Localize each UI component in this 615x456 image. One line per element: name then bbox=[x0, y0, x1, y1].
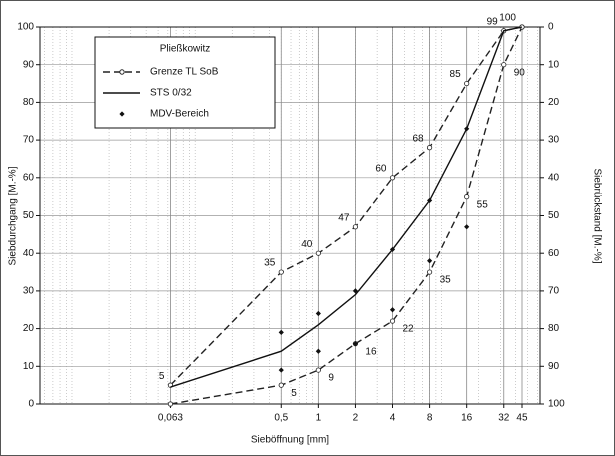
data-label: 5 bbox=[291, 388, 297, 399]
y-tick-label: 80 bbox=[23, 97, 35, 108]
y2-tick-label: 50 bbox=[548, 210, 560, 221]
data-label: 22 bbox=[403, 324, 415, 335]
y-tick-label: 0 bbox=[28, 399, 34, 410]
limit-point bbox=[315, 250, 321, 256]
y2-tick-label: 90 bbox=[548, 361, 560, 372]
mdv-point bbox=[278, 367, 284, 373]
y-tick-label: 100 bbox=[17, 22, 34, 33]
limit-point bbox=[278, 382, 284, 388]
mdv-point bbox=[464, 126, 470, 132]
data-label: 55 bbox=[477, 199, 489, 210]
y2-tick-label: 10 bbox=[548, 59, 560, 70]
data-label: 60 bbox=[375, 163, 387, 174]
limit-point bbox=[389, 318, 396, 324]
y2-tick-label: 80 bbox=[548, 323, 560, 334]
data-label: 40 bbox=[301, 239, 313, 250]
y2-tick-label: 60 bbox=[548, 248, 560, 259]
y-tick-label: 90 bbox=[23, 59, 35, 70]
legend-label: Grenze TL SoB bbox=[150, 67, 219, 78]
y2-tick-label: 30 bbox=[548, 135, 560, 146]
y-tick-label: 10 bbox=[23, 361, 35, 372]
data-label: 99 bbox=[487, 16, 499, 27]
data-label: 85 bbox=[450, 69, 462, 80]
mdv-point bbox=[278, 329, 284, 335]
mdv-point bbox=[352, 288, 359, 294]
limit-point bbox=[278, 269, 284, 275]
data-label: 90 bbox=[514, 67, 526, 78]
mdv-point bbox=[352, 341, 359, 347]
x-tick-label: 0,5 bbox=[274, 413, 288, 424]
y2-tick-label: 0 bbox=[548, 22, 554, 33]
y2-tick-label: 70 bbox=[548, 286, 560, 297]
x-tick-label: 32 bbox=[498, 413, 510, 424]
data-label: 9 bbox=[328, 373, 334, 384]
legend-label: MDV-Bereich bbox=[150, 109, 209, 120]
y2-tick-label: 100 bbox=[548, 399, 565, 410]
data-label: 47 bbox=[338, 212, 350, 223]
data-label: 35 bbox=[440, 275, 452, 286]
limit-point bbox=[501, 62, 507, 68]
mdv-point bbox=[464, 224, 470, 230]
x-tick-label: 1 bbox=[316, 413, 322, 424]
limit-point bbox=[167, 401, 174, 407]
limit-point bbox=[352, 224, 359, 230]
mdv-point bbox=[426, 197, 433, 204]
data-label: 100 bbox=[499, 13, 516, 24]
x-tick-label: 4 bbox=[390, 413, 396, 424]
limit-line bbox=[170, 26, 523, 405]
x-tick-label: 16 bbox=[461, 413, 473, 424]
plot-area bbox=[39, 26, 541, 405]
legend-symbol bbox=[119, 111, 125, 117]
y-tick-label: 40 bbox=[23, 248, 35, 259]
limit-point bbox=[464, 194, 470, 200]
legend-symbol bbox=[119, 69, 125, 75]
data-label: 35 bbox=[264, 258, 276, 269]
limit-point bbox=[464, 80, 470, 87]
limit-point bbox=[426, 269, 433, 275]
x-tick-label: 0,063 bbox=[158, 413, 183, 424]
mdv-point bbox=[315, 310, 321, 317]
legend-label: STS 0/32 bbox=[150, 88, 192, 99]
y-tick-label: 60 bbox=[23, 172, 35, 183]
y2-tick-label: 40 bbox=[548, 172, 560, 183]
x-tick-label: 8 bbox=[427, 413, 433, 424]
limit-point bbox=[389, 175, 396, 181]
limit-point bbox=[315, 367, 321, 373]
mdv-point bbox=[389, 307, 396, 313]
limit-point bbox=[426, 145, 433, 151]
mdv-point bbox=[426, 258, 433, 264]
y2-tick-label: 20 bbox=[548, 97, 560, 108]
x-axis-label: Sieböffnung [mm] bbox=[251, 435, 329, 446]
data-label: 5 bbox=[159, 371, 165, 382]
y-tick-label: 70 bbox=[23, 135, 35, 146]
y-tick-label: 50 bbox=[23, 210, 35, 221]
data-label: 68 bbox=[412, 133, 424, 144]
y-axis-label: Siebdurchgang [M.-%] bbox=[8, 166, 19, 265]
data-label: 16 bbox=[365, 346, 377, 357]
x-tick-label: 45 bbox=[516, 413, 528, 424]
x-tick-label: 2 bbox=[353, 413, 359, 424]
mdv-point bbox=[389, 246, 396, 253]
y2-axis-label: Siebrückstand [M.-%] bbox=[591, 168, 602, 263]
y-tick-label: 30 bbox=[23, 286, 35, 297]
legend-title: Pließkowitz bbox=[160, 44, 211, 55]
mdv-point bbox=[315, 348, 321, 354]
legend-box bbox=[94, 36, 276, 129]
y-tick-label: 20 bbox=[23, 323, 35, 334]
